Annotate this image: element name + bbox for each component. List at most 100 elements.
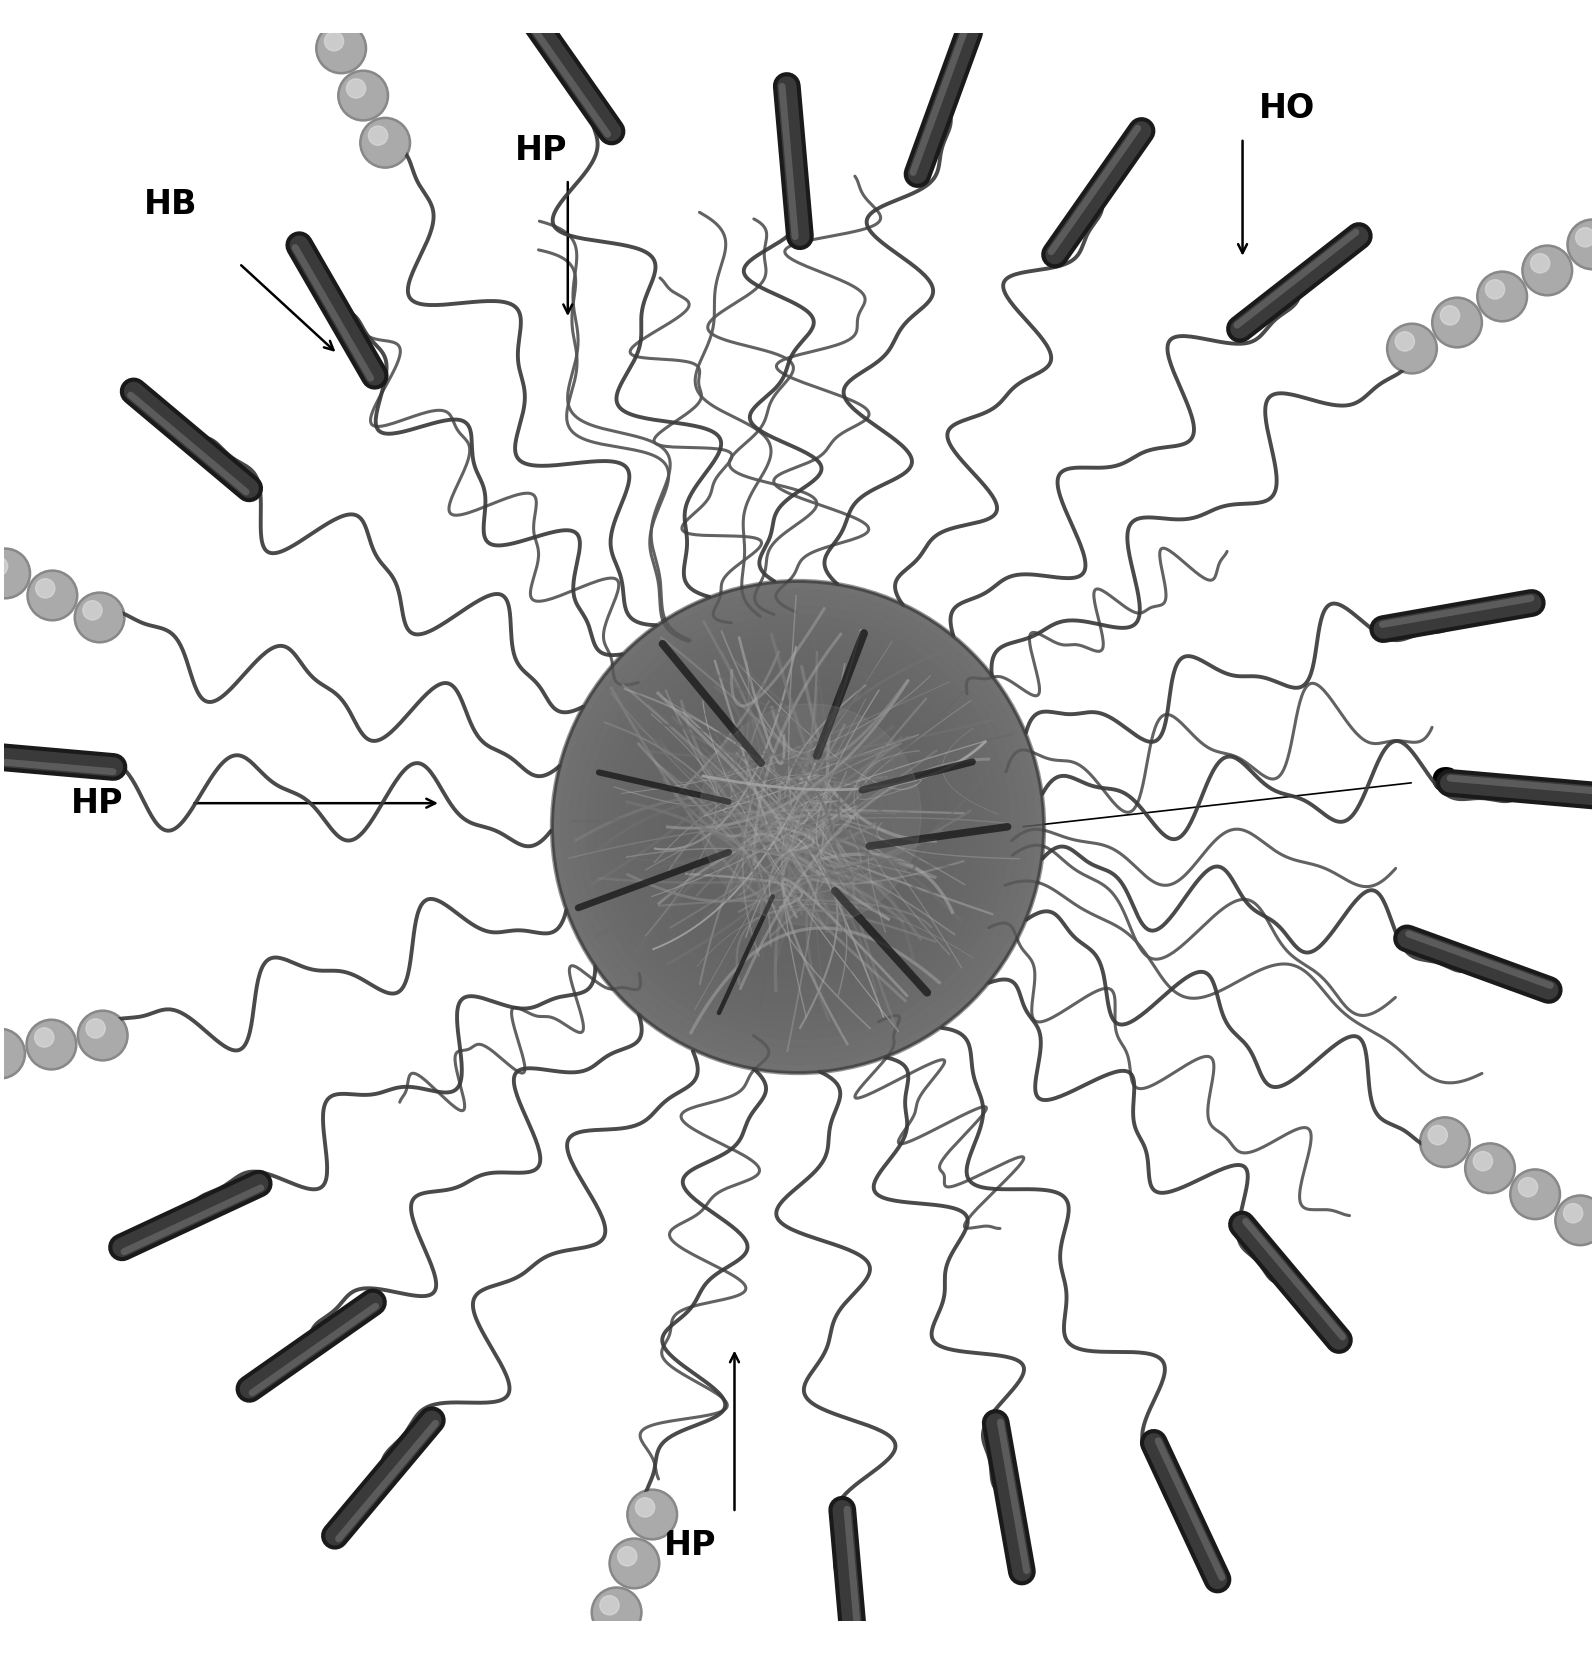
Circle shape [359,117,410,169]
Circle shape [670,700,926,954]
Circle shape [552,581,1044,1073]
Circle shape [35,579,54,599]
Text: HO: HO [1259,93,1315,126]
Circle shape [0,1037,3,1057]
Circle shape [35,1027,54,1047]
Circle shape [1389,326,1435,372]
Circle shape [721,751,875,903]
Circle shape [739,767,857,887]
Circle shape [1558,1197,1596,1244]
Circle shape [0,557,8,576]
Circle shape [316,23,367,74]
Circle shape [568,597,1028,1057]
Circle shape [318,25,364,71]
Circle shape [86,1019,105,1039]
Circle shape [29,1022,75,1067]
Circle shape [26,1019,77,1070]
Circle shape [1387,323,1438,374]
Circle shape [0,547,30,599]
Circle shape [324,31,343,51]
Circle shape [618,1546,637,1566]
Circle shape [688,716,908,938]
Circle shape [0,1029,26,1078]
Circle shape [338,69,388,121]
Circle shape [29,572,75,619]
Circle shape [583,1644,602,1654]
Circle shape [552,581,1044,1073]
Circle shape [77,594,123,640]
Circle shape [627,1489,678,1540]
Circle shape [747,776,849,878]
Circle shape [729,759,867,895]
Circle shape [346,79,365,98]
Circle shape [27,571,78,620]
Circle shape [297,0,342,25]
Circle shape [1555,1194,1596,1245]
Circle shape [1518,1178,1537,1197]
Circle shape [1419,1116,1470,1168]
Circle shape [772,802,824,852]
Circle shape [1428,1125,1448,1145]
Circle shape [611,640,985,1014]
Circle shape [302,0,322,3]
Circle shape [586,615,1010,1039]
Circle shape [1486,280,1505,299]
Circle shape [654,683,942,971]
Circle shape [1524,248,1570,293]
Circle shape [362,119,409,165]
Circle shape [369,126,388,146]
Text: HP: HP [70,787,123,820]
Circle shape [611,1540,658,1586]
Circle shape [713,743,883,911]
Text: HB: HB [144,187,198,220]
Circle shape [629,1492,675,1537]
Circle shape [594,624,1002,1030]
Text: HP: HP [664,1528,717,1561]
Circle shape [1473,1151,1492,1171]
Circle shape [637,667,959,987]
Circle shape [635,1499,654,1517]
Circle shape [1432,298,1483,347]
Circle shape [578,607,1018,1047]
Circle shape [591,1586,642,1637]
Circle shape [610,1538,659,1589]
Circle shape [83,600,102,620]
Circle shape [1476,271,1527,323]
Circle shape [645,675,951,979]
Circle shape [573,1636,624,1654]
Circle shape [1513,1171,1558,1217]
Circle shape [705,734,891,920]
Circle shape [755,784,841,870]
Circle shape [764,792,832,862]
Circle shape [1564,1204,1583,1222]
Circle shape [1422,1120,1468,1164]
Circle shape [1575,228,1594,246]
Circle shape [699,705,921,926]
Circle shape [294,0,345,26]
Circle shape [1479,273,1526,319]
Text: HP: HP [514,134,567,167]
Circle shape [576,1639,621,1654]
Circle shape [780,810,816,844]
Circle shape [560,589,1036,1065]
Circle shape [73,592,124,643]
Circle shape [1569,222,1596,268]
Circle shape [1567,218,1596,270]
Circle shape [340,73,386,119]
Circle shape [600,1596,619,1614]
Circle shape [1435,299,1479,346]
Circle shape [594,1589,640,1636]
Circle shape [1395,332,1414,351]
Circle shape [696,724,900,930]
Circle shape [619,648,977,1006]
Circle shape [629,657,967,997]
Circle shape [662,691,934,963]
Circle shape [680,708,916,946]
Circle shape [0,1030,22,1077]
Text: C: C [1430,766,1454,799]
Circle shape [1440,306,1460,326]
Circle shape [1467,1145,1513,1191]
Circle shape [603,632,993,1022]
Circle shape [0,551,29,597]
Circle shape [1523,245,1572,296]
